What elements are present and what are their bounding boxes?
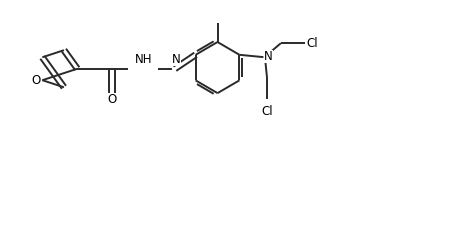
Text: N: N (172, 53, 181, 66)
Text: NH: NH (134, 53, 152, 66)
Text: Cl: Cl (261, 105, 273, 118)
Text: N: N (264, 50, 273, 63)
Text: Cl: Cl (307, 37, 318, 50)
Text: O: O (32, 74, 41, 87)
Text: O: O (107, 93, 117, 106)
